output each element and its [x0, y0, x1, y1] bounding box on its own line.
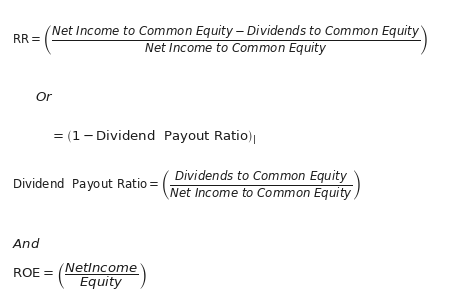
Text: $\mathrm{ROE} = \left(\dfrac{\mathit{NetIncome}}{\mathit{Equity}}\right)$: $\mathrm{ROE} = \left(\dfrac{\mathit{Net…	[12, 262, 146, 292]
Text: $\mathrm{Dividend\ \ Payout\ Ratio} = \left(\dfrac{\mathit{Dividends\ to\ Common: $\mathrm{Dividend\ \ Payout\ Ratio} = \l…	[12, 168, 361, 202]
Text: $\mathit{Or}$: $\mathit{Or}$	[35, 91, 54, 104]
Text: $= \left(1 - \mathrm{Dividend\ \ Payout\ Ratio}\right)_{|}$: $= \left(1 - \mathrm{Dividend\ \ Payout\…	[50, 129, 256, 147]
Text: $\mathit{And}$: $\mathit{And}$	[12, 237, 41, 251]
Text: $\mathrm{RR} = \left(\dfrac{\mathit{Net\ Income\ to\ Common\ Equity} - \mathit{D: $\mathrm{RR} = \left(\dfrac{\mathit{Net\…	[12, 23, 429, 57]
